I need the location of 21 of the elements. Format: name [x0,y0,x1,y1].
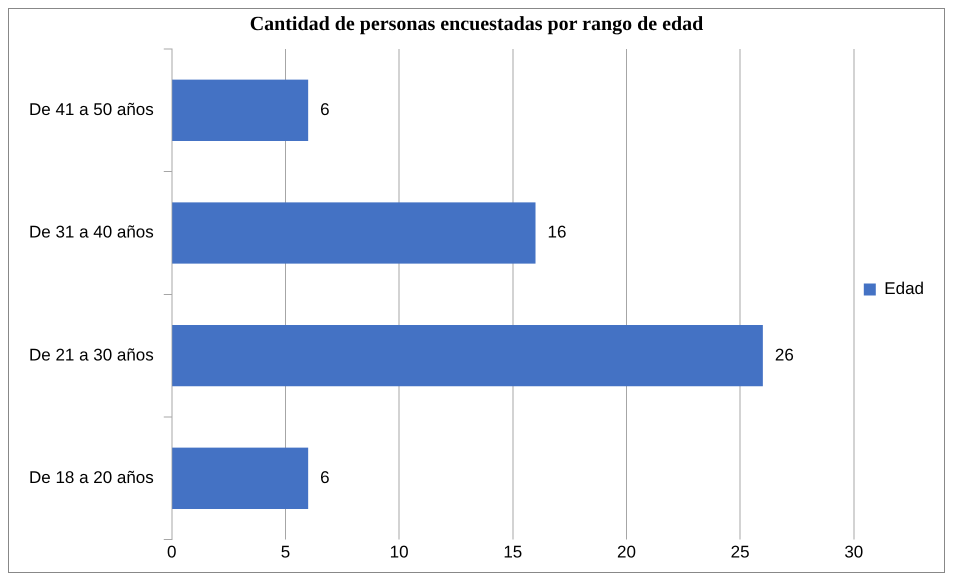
x-tick-label: 30 [844,542,864,562]
y-tick-label: De 18 a 20 años [28,468,154,487]
bar [172,448,308,509]
y-tick-label: De 41 a 50 años [28,100,154,120]
bar [172,80,308,141]
y-tick-label: De 21 a 30 años [28,345,154,364]
x-tick-label: 25 [730,542,750,562]
chart-title: Cantidad de personas encuestadas por rango de edad [250,13,704,36]
bar [172,324,763,386]
legend-label: Edad [884,279,924,298]
bar [172,202,536,264]
x-tick-label: 15 [503,542,522,562]
data-label: 6 [320,468,330,487]
data-label: 26 [774,345,794,364]
y-tick-label: De 31 a 40 años [28,222,154,242]
data-label: 16 [548,222,566,242]
x-tick-label: 5 [280,542,290,562]
x-tick-label: 0 [167,542,176,562]
x-tick-label: 20 [616,542,636,562]
data-label: 6 [320,100,330,120]
x-tick-label: 10 [390,542,409,562]
